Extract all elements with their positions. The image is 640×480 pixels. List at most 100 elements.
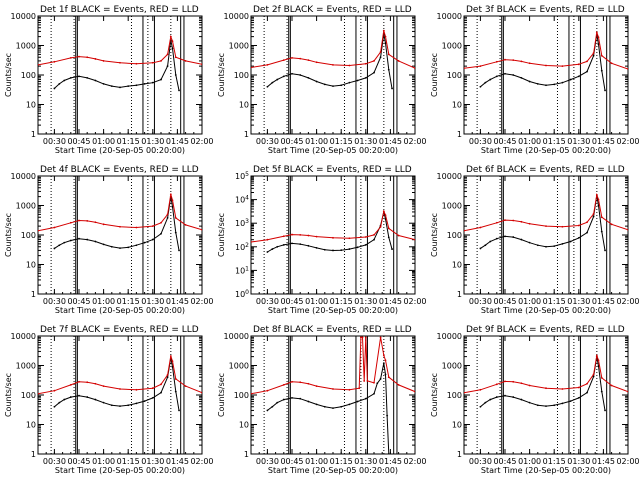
x-axis-label: Start Time (20-Sep-05 00:20:00) <box>481 466 611 475</box>
data-point-events <box>266 409 269 412</box>
data-point-events <box>592 375 595 378</box>
data-point-lld <box>299 233 302 236</box>
x-axis-label: Start Time (20-Sep-05 00:20:00) <box>268 466 398 475</box>
data-point-events <box>143 82 146 85</box>
x-tick-label: 01:15 <box>117 457 140 466</box>
data-point-events <box>151 81 154 84</box>
data-point-lld <box>627 390 628 393</box>
data-point-lld <box>169 355 172 357</box>
y-axis-label: Counts/sec <box>217 213 226 257</box>
data-point-events <box>315 80 318 83</box>
data-point-events <box>307 244 310 247</box>
data-point-events <box>178 89 180 92</box>
data-point-lld <box>166 53 169 56</box>
data-point-lld <box>135 226 138 229</box>
data-point-lld <box>171 199 174 202</box>
y-tick-label: 102 <box>235 242 249 252</box>
data-point-events <box>102 401 105 404</box>
x-tick-label: 01:45 <box>379 457 402 466</box>
data-point-events <box>178 409 180 412</box>
data-point-lld <box>364 336 367 339</box>
x-tick-label: 01:15 <box>543 457 566 466</box>
plot-frame <box>37 335 203 455</box>
data-point-lld <box>464 391 465 394</box>
data-point-lld <box>479 226 482 229</box>
y-tick-label: 10 <box>239 421 249 430</box>
data-point-events <box>569 400 572 403</box>
data-point-events <box>340 405 343 408</box>
data-point-events <box>166 65 169 68</box>
x-axis-label: Start Time (20-Sep-05 00:20:00) <box>268 146 398 155</box>
data-point-events <box>323 405 326 408</box>
y-tick-label: 10000 <box>11 332 36 341</box>
y-tick-label: 10 <box>26 101 36 110</box>
data-point-events <box>379 56 382 59</box>
data-point-lld <box>495 221 498 224</box>
data-point-lld <box>266 238 269 241</box>
y-tick-label: 1000 <box>16 42 36 51</box>
data-point-events <box>592 54 595 57</box>
data-point-events <box>94 240 97 243</box>
data-point-events <box>520 76 523 79</box>
data-point-lld <box>119 388 121 390</box>
data-point-lld <box>384 214 387 217</box>
data-point-events <box>174 74 177 76</box>
x-tick-label: 01:00 <box>518 297 541 306</box>
chart-panel-6: Det 6f BLACK = Events, RED = LLD 1 10 100 10… <box>430 165 640 315</box>
data-point-events <box>119 86 121 89</box>
x-tick-label: 01:30 <box>141 297 164 306</box>
plot-frame <box>250 175 416 295</box>
data-point-lld <box>174 216 177 219</box>
x-tick-label: 01:45 <box>592 297 615 306</box>
y-tick-label: 1000 <box>442 362 462 371</box>
chart-title: Det 9f BLACK = Events, RED = LLD <box>466 325 625 335</box>
data-point-lld <box>373 233 375 236</box>
data-point-events <box>86 396 89 398</box>
data-point-events <box>143 241 146 244</box>
x-tick-label: 01:15 <box>543 137 566 146</box>
data-point-events <box>127 404 130 407</box>
data-point-lld <box>545 225 547 228</box>
data-point-events <box>102 243 105 246</box>
x-tick-label: 01:00 <box>305 457 328 466</box>
data-point-events <box>364 76 367 79</box>
series-line-events <box>267 33 393 89</box>
data-point-events <box>604 89 606 92</box>
plot-frame <box>463 175 629 295</box>
data-point-events <box>495 237 498 240</box>
chart-panel-2: Det 2f BLACK = Events, RED = LLD 1 10 100 10… <box>217 5 427 155</box>
series-group <box>38 193 202 252</box>
data-point-events <box>604 249 606 252</box>
data-point-events <box>276 245 279 248</box>
y-tick-label: 101 <box>235 265 249 275</box>
x-tick-label: 01:45 <box>166 297 189 306</box>
y-axis-label: Counts/sec <box>430 213 439 257</box>
data-point-events <box>484 244 487 247</box>
data-point-events <box>315 403 318 406</box>
x-axis-label: Start Time (20-Sep-05 00:20:00) <box>55 306 185 315</box>
data-point-lld <box>504 219 506 221</box>
data-point-events <box>484 81 487 84</box>
data-point-lld <box>266 63 269 66</box>
data-point-events <box>271 405 274 408</box>
data-point-lld <box>291 56 293 59</box>
data-point-lld <box>151 225 154 228</box>
data-point-lld <box>69 56 72 59</box>
data-point-events <box>520 398 523 401</box>
data-point-lld <box>610 62 613 65</box>
data-point-events <box>127 85 130 88</box>
y-tick-exponent: 3 <box>245 218 249 225</box>
data-point-events <box>597 43 600 46</box>
data-point-events <box>171 365 174 368</box>
data-point-lld <box>151 387 154 390</box>
data-point-events <box>600 230 603 233</box>
chart-title: Det 1f BLACK = Events, RED = LLD <box>40 5 199 15</box>
data-point-events <box>561 242 564 245</box>
data-point-lld <box>102 385 105 388</box>
x-tick-label: 00:45 <box>280 297 303 306</box>
y-tick-exponent: 0 <box>245 289 249 296</box>
chart-panel-3: Det 3f BLACK = Events, RED = LLD 1 10 100 10… <box>430 5 640 155</box>
data-point-lld <box>366 380 369 382</box>
data-point-events <box>271 248 274 250</box>
data-point-lld <box>379 51 382 53</box>
